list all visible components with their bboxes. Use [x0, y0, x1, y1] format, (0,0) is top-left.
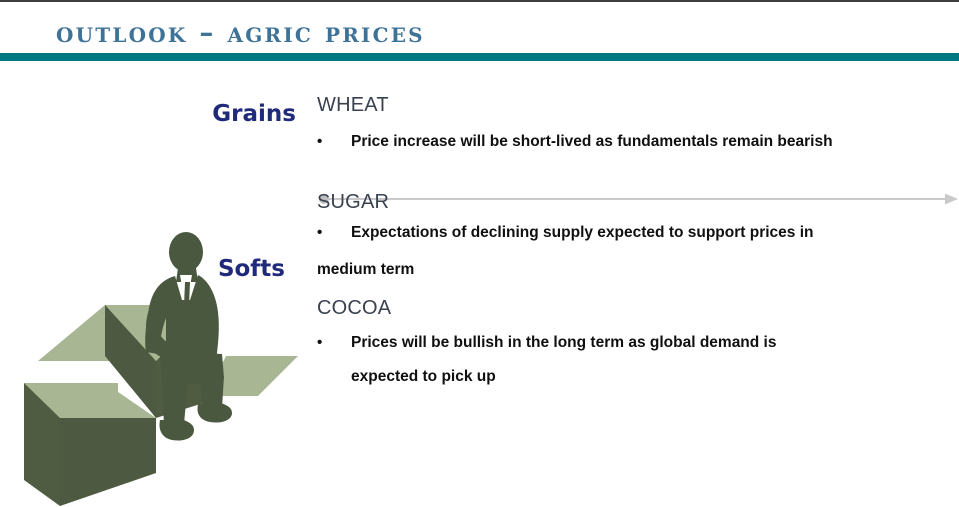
category-label-softs: Softs: [217, 256, 285, 282]
category-label-grains: Grains: [212, 101, 296, 127]
section-cocoa: COCOA • Prices will be bullish in the lo…: [317, 295, 949, 388]
bullet-point-icon: •: [317, 334, 323, 351]
bullet-continuation-cocoa: expected to pick up: [351, 368, 496, 385]
section-divider: [317, 190, 959, 208]
section-sugar: SUGAR • Expectations of declining supply…: [317, 189, 949, 281]
businessman-silhouette-icon: [145, 232, 232, 441]
top-border: [0, 0, 959, 2]
commodity-heading-wheat: WHEAT: [317, 94, 389, 116]
bullet-cocoa: • Prices will be bullish in the long ter…: [317, 331, 949, 354]
bullet-point-icon: •: [317, 133, 323, 150]
illustration-man-on-stairs: [8, 228, 308, 507]
page-title: Outlook – agric prices: [56, 16, 425, 49]
stairs-illustration-icon: [24, 232, 298, 506]
bullet-text-wheat: Price increase will be short-lived as fu…: [351, 133, 833, 150]
timeline-arrow-icon: [319, 193, 958, 205]
bullet-sugar: • Expectations of declining supply expec…: [317, 221, 949, 244]
bullet-text-sugar: Expectations of declining supply expecte…: [351, 224, 814, 241]
section-wheat: WHEAT • Price increase will be short-liv…: [317, 92, 949, 153]
bullet-wheat: • Price increase will be short-lived as …: [317, 130, 949, 153]
bullet-point-icon: •: [317, 224, 323, 241]
commodity-heading-cocoa: COCOA: [317, 297, 392, 319]
bullet-continuation-sugar: medium term: [317, 261, 415, 278]
content-column: WHEAT • Price increase will be short-liv…: [317, 92, 949, 388]
title-accent-rule: [0, 53, 959, 61]
commodity-heading-sugar: SUGAR: [317, 191, 390, 213]
bullet-text-cocoa: Prices will be bullish in the long term …: [351, 334, 777, 351]
